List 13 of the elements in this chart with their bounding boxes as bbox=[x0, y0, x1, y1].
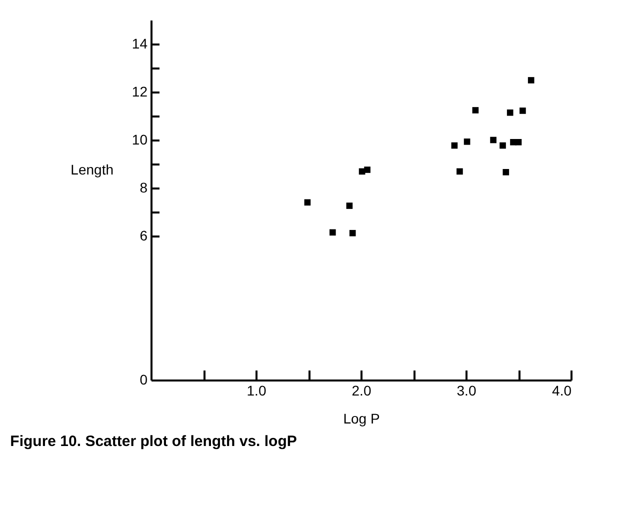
y-tick-label: 8 bbox=[140, 180, 148, 196]
x-tick-label: 2.0 bbox=[352, 382, 372, 398]
y-tick-label: 12 bbox=[132, 84, 148, 100]
x-tick-label: 1.0 bbox=[246, 382, 266, 398]
y-tick-label: 6 bbox=[140, 228, 148, 244]
x-tick-label: 4.0 bbox=[552, 382, 572, 398]
y-tick-label: 14 bbox=[132, 36, 148, 52]
y-axis-title: Length bbox=[70, 162, 114, 178]
y-tick-label: 0 bbox=[140, 372, 148, 388]
y-tick-label: 10 bbox=[132, 132, 148, 148]
caption: Figure 10. Scatter plot of length vs. logP bbox=[10, 433, 297, 450]
x-axis-title: Log P bbox=[343, 410, 380, 426]
x-tick-label: 3.0 bbox=[456, 382, 476, 398]
